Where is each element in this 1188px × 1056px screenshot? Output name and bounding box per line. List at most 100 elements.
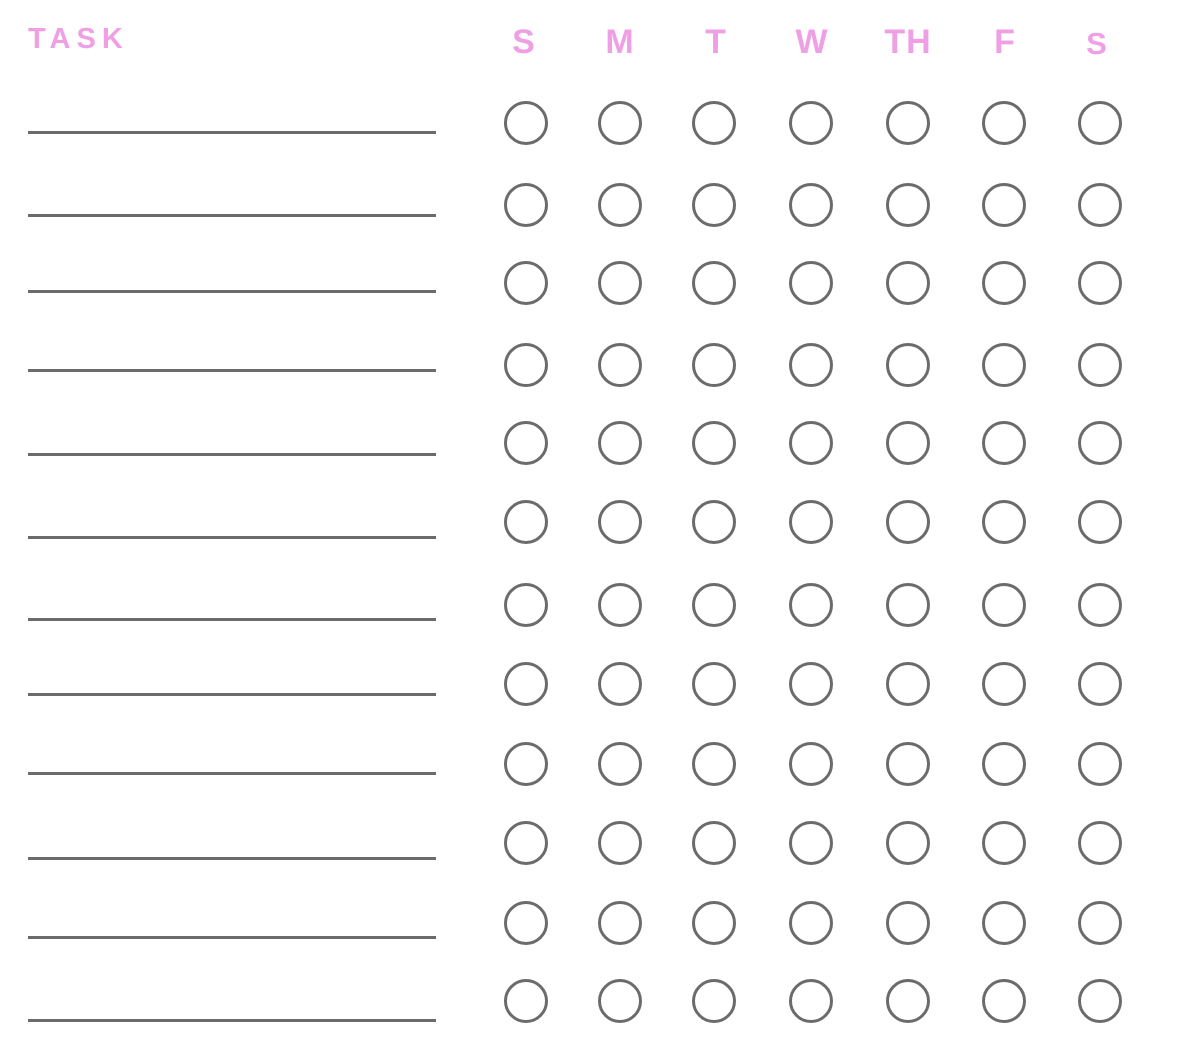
- habit-checkbox[interactable]: [789, 261, 833, 305]
- day-header-th: TH: [884, 23, 932, 61]
- habit-checkbox[interactable]: [1078, 101, 1122, 145]
- habit-checkbox[interactable]: [982, 500, 1026, 544]
- habit-checkbox[interactable]: [1078, 183, 1122, 227]
- habit-checkbox[interactable]: [982, 421, 1026, 465]
- habit-checkbox[interactable]: [598, 343, 642, 387]
- task-name-line[interactable]: [28, 1019, 436, 1022]
- habit-checkbox[interactable]: [692, 821, 736, 865]
- habit-checkbox[interactable]: [504, 261, 548, 305]
- habit-checkbox[interactable]: [692, 901, 736, 945]
- habit-checkbox[interactable]: [886, 821, 930, 865]
- habit-checkbox[interactable]: [504, 101, 548, 145]
- task-name-line[interactable]: [28, 369, 436, 372]
- habit-checkbox[interactable]: [982, 183, 1026, 227]
- habit-checkbox[interactable]: [886, 662, 930, 706]
- habit-checkbox[interactable]: [982, 901, 1026, 945]
- habit-checkbox[interactable]: [1078, 742, 1122, 786]
- habit-checkbox[interactable]: [789, 901, 833, 945]
- habit-checkbox[interactable]: [1078, 500, 1122, 544]
- habit-checkbox[interactable]: [886, 261, 930, 305]
- task-name-line[interactable]: [28, 131, 436, 134]
- habit-checkbox[interactable]: [692, 742, 736, 786]
- habit-checkbox[interactable]: [692, 979, 736, 1023]
- habit-checkbox[interactable]: [886, 979, 930, 1023]
- habit-checkbox[interactable]: [692, 343, 736, 387]
- habit-checkbox[interactable]: [982, 343, 1026, 387]
- habit-checkbox[interactable]: [886, 583, 930, 627]
- habit-checkbox[interactable]: [598, 662, 642, 706]
- habit-checkbox[interactable]: [692, 500, 736, 544]
- habit-checkbox[interactable]: [598, 261, 642, 305]
- habit-checkbox[interactable]: [982, 742, 1026, 786]
- task-name-line[interactable]: [28, 453, 436, 456]
- habit-checkbox[interactable]: [598, 583, 642, 627]
- habit-checkbox[interactable]: [886, 101, 930, 145]
- habit-checkbox[interactable]: [982, 821, 1026, 865]
- habit-checkbox[interactable]: [504, 742, 548, 786]
- habit-checkbox[interactable]: [692, 662, 736, 706]
- habit-checkbox[interactable]: [789, 183, 833, 227]
- habit-checkbox[interactable]: [598, 742, 642, 786]
- task-name-line[interactable]: [28, 693, 436, 696]
- habit-checkbox[interactable]: [886, 742, 930, 786]
- habit-checkbox[interactable]: [504, 583, 548, 627]
- habit-checkbox[interactable]: [789, 421, 833, 465]
- habit-checkbox[interactable]: [886, 901, 930, 945]
- habit-checkbox[interactable]: [886, 183, 930, 227]
- habit-checkbox[interactable]: [886, 421, 930, 465]
- habit-checkbox[interactable]: [504, 821, 548, 865]
- habit-checkbox[interactable]: [1078, 901, 1122, 945]
- habit-checkbox[interactable]: [789, 742, 833, 786]
- habit-checkbox[interactable]: [504, 343, 548, 387]
- habit-checkbox[interactable]: [692, 183, 736, 227]
- day-header-s: S: [512, 23, 536, 61]
- habit-checkbox[interactable]: [982, 662, 1026, 706]
- habit-checkbox[interactable]: [504, 421, 548, 465]
- habit-checkbox[interactable]: [886, 500, 930, 544]
- habit-checkbox[interactable]: [1078, 979, 1122, 1023]
- habit-checkbox[interactable]: [982, 979, 1026, 1023]
- habit-checkbox[interactable]: [789, 101, 833, 145]
- habit-checkbox[interactable]: [789, 662, 833, 706]
- task-name-line[interactable]: [28, 214, 436, 217]
- habit-checkbox[interactable]: [692, 261, 736, 305]
- task-name-line[interactable]: [28, 772, 436, 775]
- habit-checkbox[interactable]: [1078, 821, 1122, 865]
- habit-checkbox[interactable]: [598, 821, 642, 865]
- habit-checkbox[interactable]: [692, 421, 736, 465]
- habit-checkbox[interactable]: [789, 979, 833, 1023]
- task-name-line[interactable]: [28, 618, 436, 621]
- habit-checkbox[interactable]: [598, 500, 642, 544]
- habit-checkbox[interactable]: [504, 979, 548, 1023]
- task-name-line[interactable]: [28, 290, 436, 293]
- habit-checkbox[interactable]: [692, 583, 736, 627]
- day-header-w: W: [795, 23, 829, 61]
- task-name-line[interactable]: [28, 536, 436, 539]
- habit-checkbox[interactable]: [789, 583, 833, 627]
- habit-checkbox[interactable]: [886, 343, 930, 387]
- habit-checkbox[interactable]: [504, 500, 548, 544]
- task-name-line[interactable]: [28, 936, 436, 939]
- habit-checkbox[interactable]: [1078, 662, 1122, 706]
- habit-checkbox[interactable]: [598, 183, 642, 227]
- habit-checkbox[interactable]: [789, 343, 833, 387]
- habit-checkbox[interactable]: [504, 662, 548, 706]
- habit-checkbox[interactable]: [598, 421, 642, 465]
- habit-checkbox[interactable]: [598, 901, 642, 945]
- habit-checkbox[interactable]: [1078, 343, 1122, 387]
- habit-checkbox[interactable]: [504, 183, 548, 227]
- task-name-line[interactable]: [28, 857, 436, 860]
- habit-checkbox[interactable]: [692, 101, 736, 145]
- habit-checkbox[interactable]: [504, 901, 548, 945]
- habit-checkbox[interactable]: [789, 500, 833, 544]
- day-header-t: T: [705, 23, 727, 61]
- habit-checkbox[interactable]: [982, 583, 1026, 627]
- habit-checkbox[interactable]: [1078, 261, 1122, 305]
- habit-checkbox[interactable]: [1078, 421, 1122, 465]
- habit-checkbox[interactable]: [982, 261, 1026, 305]
- habit-checkbox[interactable]: [789, 821, 833, 865]
- habit-checkbox[interactable]: [1078, 583, 1122, 627]
- habit-checkbox[interactable]: [598, 979, 642, 1023]
- habit-checkbox[interactable]: [982, 101, 1026, 145]
- habit-checkbox[interactable]: [598, 101, 642, 145]
